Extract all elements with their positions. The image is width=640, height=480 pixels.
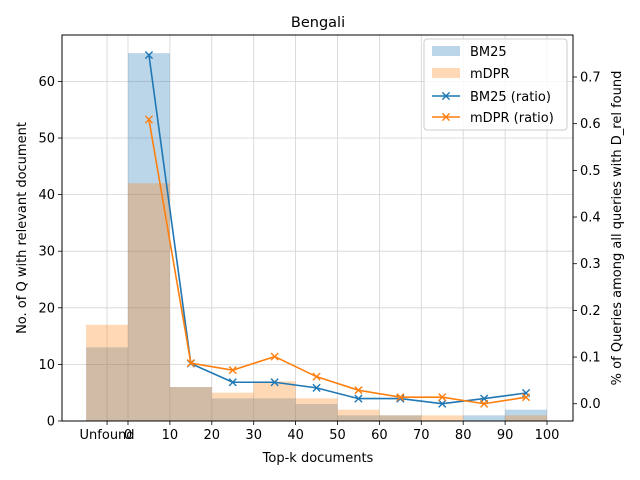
histogram-bar-bm25 xyxy=(337,415,380,421)
marker-bm25-ratio xyxy=(228,378,237,387)
marker-mdpr-ratio xyxy=(480,399,489,408)
y-right-tick-label: 0.1 xyxy=(580,351,601,366)
x-tick-label: 70 xyxy=(413,428,430,443)
y-right-tick-label: 0.4 xyxy=(580,211,601,226)
y-right-tick-label: 0.2 xyxy=(580,304,601,319)
marker-bm25-ratio xyxy=(438,399,447,408)
marker-mdpr-ratio xyxy=(228,366,237,375)
marker-bm25-ratio xyxy=(354,394,363,403)
y-right-tick-label: 0.3 xyxy=(580,257,601,272)
x-tick-label: 100 xyxy=(535,428,560,443)
histogram-bar-bm25 xyxy=(86,347,128,421)
histogram-bars xyxy=(86,53,547,421)
histogram-bar-mdpr xyxy=(211,392,254,421)
legend-box xyxy=(423,38,568,131)
x-tick-label: Unfound xyxy=(80,428,135,443)
histogram-bar-mdpr xyxy=(421,415,464,421)
legend: BM25 mDPR BM25 (ratio) mDPR (ratio) xyxy=(423,38,568,131)
histogram-bar-bm25 xyxy=(295,404,338,421)
legend-line-bm25-ratio xyxy=(432,91,460,101)
y-right-tick-label: 0.5 xyxy=(580,164,601,179)
histogram-bar-mdpr xyxy=(379,415,422,421)
y-left-tick-label: 20 xyxy=(38,301,55,316)
histogram-bar-mdpr xyxy=(128,183,170,421)
y-left-tick-label: 30 xyxy=(38,245,55,260)
histogram-bar-mdpr xyxy=(337,409,380,421)
histogram-bar-mdpr xyxy=(253,381,296,421)
y-left-tick-label: 0 xyxy=(47,415,55,430)
y-axis-left-label: No. of Q with relevant document xyxy=(15,122,30,334)
y-right-tick-label: 0.7 xyxy=(580,71,601,86)
x-tick-label: 30 xyxy=(245,428,262,443)
histogram-bar-bm25 xyxy=(169,387,212,421)
legend-label-bm25: BM25 xyxy=(470,45,507,60)
histogram-bar-mdpr xyxy=(295,398,338,421)
marker-mdpr-ratio xyxy=(312,372,321,381)
x-tick-label: 50 xyxy=(329,428,346,443)
y-left-tick-label: 10 xyxy=(38,358,55,373)
marker-mdpr-ratio xyxy=(270,352,279,361)
ratio-lines xyxy=(144,50,531,408)
marker-mdpr-ratio xyxy=(396,393,405,402)
marker-mdpr-ratio xyxy=(144,115,154,124)
marker-mdpr-ratio xyxy=(186,359,195,368)
marker-bm25-ratio xyxy=(312,383,321,392)
x-tick-label: 20 xyxy=(204,428,221,443)
histogram-bar-mdpr xyxy=(505,415,547,421)
histogram-bar-bm25 xyxy=(128,53,170,421)
x-tick-label: 90 xyxy=(497,428,514,443)
y-axis-right-label: % of Queries among all queries with D_re… xyxy=(610,71,625,386)
legend-line-marker xyxy=(441,112,451,122)
marker-bm25-ratio xyxy=(270,378,279,387)
marker-mdpr-ratio xyxy=(438,393,447,402)
y-left-tick-label: 50 xyxy=(38,132,55,147)
y-axis-left-ticks: 0 10 20 30 40 50 60 xyxy=(38,75,62,430)
histogram-bar-bm25 xyxy=(379,415,422,421)
histogram-bar-bm25 xyxy=(253,398,296,421)
legend-swatch-mdpr xyxy=(432,68,460,78)
y-right-tick-label: 0.6 xyxy=(580,117,601,132)
x-tick-label: 0 xyxy=(124,428,132,443)
chart-title: Bengali xyxy=(291,15,345,31)
y-right-tick-label: 0.0 xyxy=(580,397,601,412)
histogram-bar-bm25 xyxy=(211,398,254,421)
legend-label-mdpr: mDPR xyxy=(470,67,510,82)
histogram-bar-mdpr xyxy=(86,324,128,421)
legend-line-mdpr-ratio xyxy=(432,112,460,122)
y-axis-right-ticks: 0.0 0.1 0.2 0.3 0.4 0.5 0.6 0.7 xyxy=(573,71,601,412)
legend-swatch-bm25 xyxy=(432,46,460,56)
marker-mdpr-ratio xyxy=(521,393,531,402)
histogram-bar-bm25 xyxy=(463,415,506,421)
histogram-bar-bm25 xyxy=(505,409,547,421)
legend-label-mdpr-ratio: mDPR (ratio) xyxy=(470,111,554,126)
marker-bm25-ratio xyxy=(144,50,154,60)
x-axis-label: Top-k documents xyxy=(262,451,374,466)
line-mdpr-ratio xyxy=(148,119,527,405)
y-left-tick-label: 60 xyxy=(38,75,55,90)
x-tick-label: 60 xyxy=(371,428,388,443)
x-tick-label: 80 xyxy=(455,428,472,443)
plot-frame xyxy=(61,34,574,422)
x-tick-label: 40 xyxy=(287,428,304,443)
y-left-tick-label: 40 xyxy=(38,188,55,203)
legend-label-bm25-ratio: BM25 (ratio) xyxy=(470,90,551,105)
legend-line-marker xyxy=(441,91,451,101)
x-tick-label: 10 xyxy=(162,428,179,443)
histogram-bar-mdpr xyxy=(169,387,212,421)
marker-mdpr-ratio xyxy=(354,386,363,395)
